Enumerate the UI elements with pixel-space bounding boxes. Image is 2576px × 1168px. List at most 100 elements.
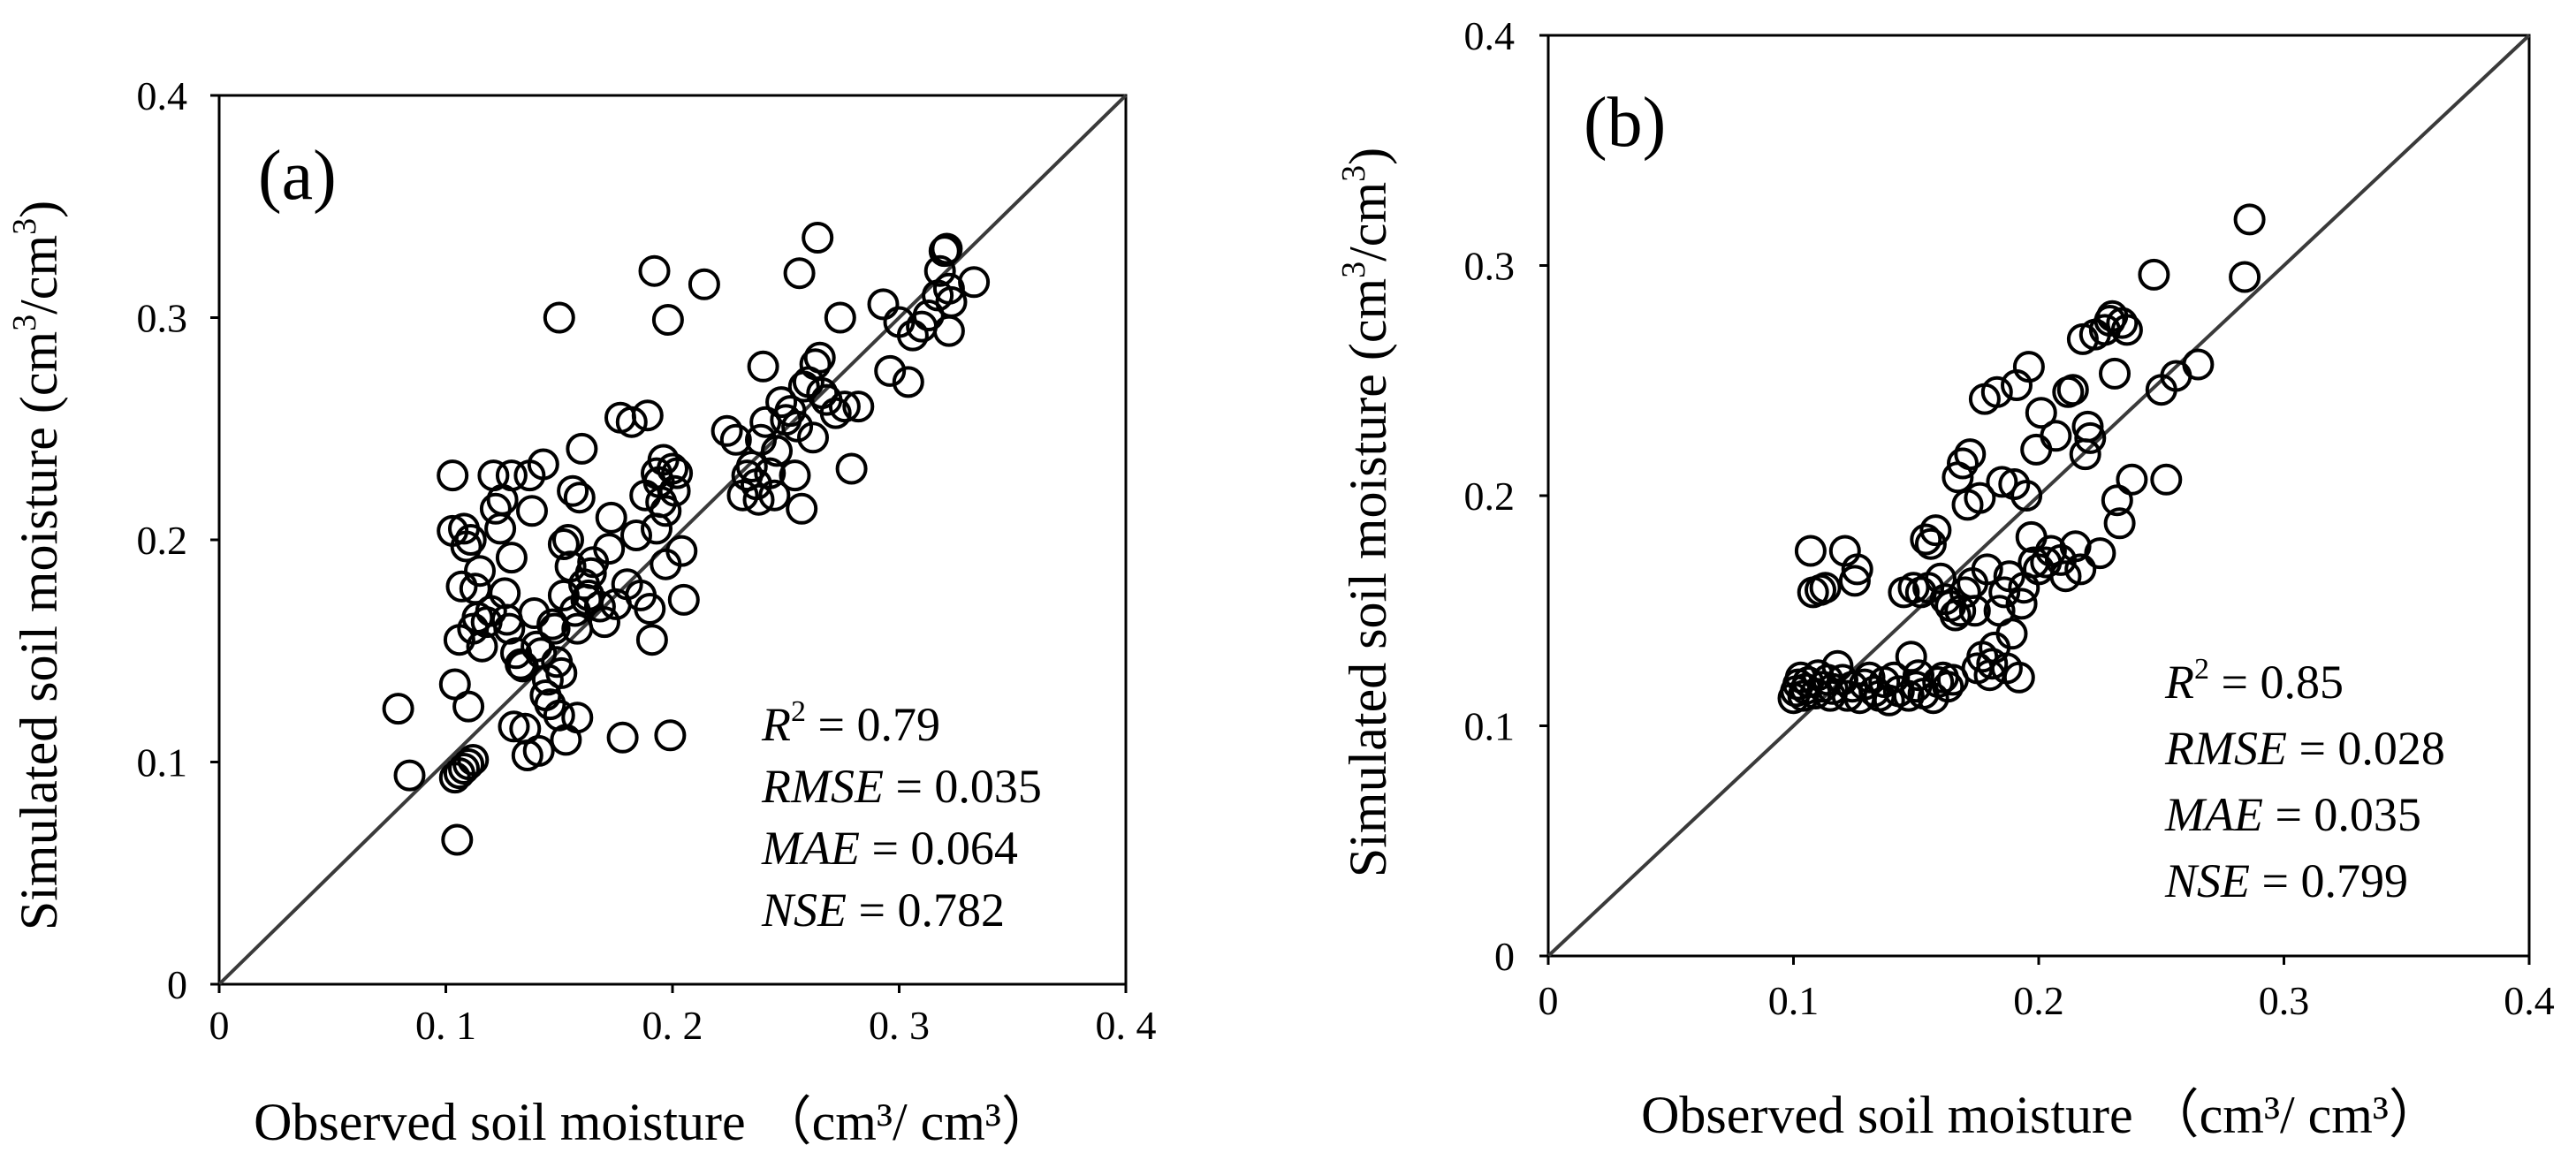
data-point-a-7: [457, 744, 490, 776]
data-point-a-73: [593, 533, 626, 565]
data-point-b-57: [1949, 576, 1981, 609]
chart-panel-b: 0 0.1 0.2 0.3 0.4 0 0.1 0.2 0.3 0.4 (b) R2 = 0.8…: [1335, 13, 2555, 1144]
data-point-a-112: [754, 457, 786, 489]
stat-r2-sup-b: 2: [2194, 653, 2209, 686]
stat-r2-label-b: R: [2164, 656, 2194, 709]
y-tick-labels-a: 0 0.1 0.2 0.3 0.4: [137, 73, 188, 1007]
data-point-b-97: [2064, 553, 2097, 586]
data-point-b-66: [1971, 553, 2003, 586]
data-point-a-80: [620, 520, 652, 551]
data-point-b-61: [1958, 595, 1991, 627]
data-point-a-134: [842, 391, 875, 423]
data-point-a-77: [606, 721, 639, 754]
data-point-a-103: [719, 423, 752, 456]
stat-r2-a: R2 = 0.79: [761, 695, 940, 751]
y-axis-label-sup1-a: 3: [6, 315, 43, 331]
y-tick-label-a-4: 0.4: [137, 73, 188, 118]
data-point-a-83: [631, 399, 664, 432]
data-point-b-35: [1895, 641, 1927, 673]
data-point-a-71: [583, 590, 616, 623]
data-point-b-113: [2138, 258, 2170, 291]
data-point-b-26: [1853, 661, 1886, 694]
data-point-b-55: [1944, 595, 1977, 627]
data-point-a-108: [742, 483, 775, 516]
data-point-b-17: [1821, 649, 1854, 682]
data-point-b-56: [1947, 447, 1979, 480]
stat-nse-label-b: NSE: [2164, 854, 2250, 907]
data-point-b-23: [1841, 553, 1873, 586]
data-point-a-100: [667, 583, 700, 616]
data-point-a-53: [543, 699, 575, 732]
data-point-a-121: [786, 492, 818, 525]
stat-rmse-value-b: = 0.028: [2287, 722, 2445, 775]
stat-r2-b: R2 = 0.85: [2164, 653, 2344, 709]
x-tick-label-b-2: 0.2: [2013, 978, 2064, 1023]
stat-rmse-value-a: = 0.035: [884, 760, 1042, 813]
data-point-a-40: [516, 495, 548, 527]
data-point-a-25: [479, 492, 512, 525]
data-point-a-32: [495, 542, 528, 574]
y-axis-label-main-a: Simulated soil moisture (cm: [10, 331, 68, 930]
stat-r2-value-a: = 0.79: [806, 698, 940, 751]
x-tick-label-b-4: 0.4: [2504, 978, 2555, 1023]
data-point-b-22: [1838, 565, 1871, 597]
stat-rmse-b: RMSE = 0.028: [2164, 722, 2445, 775]
data-point-a-138: [892, 366, 924, 398]
data-point-a-85: [635, 624, 668, 656]
data-point-b-73: [1988, 576, 2021, 609]
data-point-a-48: [534, 688, 566, 721]
y-tick-labels-b: 0 0.1 0.2 0.3 0.4: [1464, 13, 1516, 979]
data-point-a-92: [650, 495, 682, 527]
data-point-a-126: [802, 222, 834, 254]
data-point-a-101: [688, 268, 720, 300]
data-point-b-80: [2005, 588, 2038, 620]
data-point-a-119: [781, 410, 814, 443]
data-point-b-112: [2116, 463, 2148, 496]
y-tick-label-b-3: 0.3: [1464, 244, 1516, 289]
data-point-a-96: [657, 452, 688, 485]
y-tick-label-a-1: 0.1: [137, 740, 188, 785]
data-point-a-97: [658, 474, 691, 507]
data-point-a-130: [819, 397, 852, 429]
data-point-a-6: [452, 748, 485, 780]
panel-label-a: (a): [258, 137, 337, 215]
data-point-b-68: [1976, 648, 2009, 680]
data-point-b-103: [2084, 537, 2116, 570]
data-point-a-79: [615, 406, 648, 438]
stat-nse-value-a: = 0.782: [847, 884, 1005, 937]
data-point-a-144: [928, 235, 961, 268]
x-tick-labels-b: 0 0.1 0.2 0.3 0.4: [1539, 978, 2555, 1023]
data-point-a-12: [445, 570, 478, 603]
stat-mae-label-b: MAE: [2164, 788, 2263, 841]
data-point-a-149: [958, 266, 991, 299]
data-point-b-118: [2229, 261, 2261, 293]
data-point-a-113: [758, 479, 791, 512]
data-point-a-16: [454, 524, 487, 556]
data-point-b-86: [2020, 433, 2053, 466]
data-point-a-139: [896, 319, 929, 352]
y-axis-label-a: Simulated soil moisture (cm3/cm3): [6, 201, 68, 930]
data-point-b-79: [2002, 661, 2035, 694]
data-point-a-131: [824, 301, 856, 334]
y-tick-label-b-2: 0.2: [1464, 474, 1516, 519]
data-point-b-41: [1910, 523, 1942, 556]
y-axis-label-end-a: ): [10, 201, 68, 218]
x-tick-label-b-1: 0.1: [1768, 978, 1820, 1023]
data-point-a-109: [745, 423, 777, 456]
stat-rmse-a: RMSE = 0.035: [761, 760, 1042, 813]
data-point-a-132: [828, 391, 861, 423]
data-point-b-47: [1925, 562, 1957, 595]
stat-rmse-label-b: RMSE: [2164, 722, 2287, 775]
data-point-a-148: [932, 315, 965, 347]
data-point-a-65: [566, 432, 598, 465]
stat-mae-b: MAE = 0.035: [2164, 788, 2421, 841]
data-point-a-99: [665, 535, 698, 567]
data-point-b-119: [2233, 203, 2266, 236]
axis-ticks-a: [210, 94, 1128, 993]
data-point-a-117: [774, 395, 807, 428]
data-point-a-120: [783, 257, 816, 290]
stat-mae-value-a: = 0.064: [860, 822, 1018, 875]
data-point-a-135: [867, 288, 900, 321]
data-point-a-95: [654, 719, 687, 752]
